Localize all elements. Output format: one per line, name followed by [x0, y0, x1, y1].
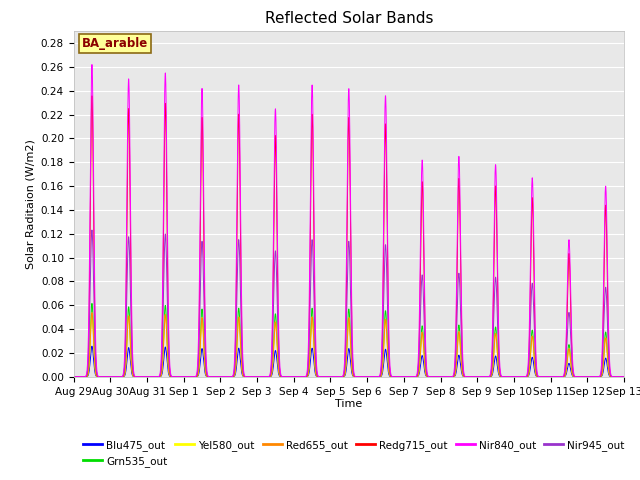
Y-axis label: Solar Raditaion (W/m2): Solar Raditaion (W/m2) [25, 139, 35, 269]
Title: Reflected Solar Bands: Reflected Solar Bands [264, 11, 433, 26]
Legend: Blu475_out, Grn535_out, Yel580_out, Red655_out, Redg715_out, Nir840_out, Nir945_: Blu475_out, Grn535_out, Yel580_out, Red6… [79, 435, 629, 471]
Text: BA_arable: BA_arable [82, 37, 148, 50]
X-axis label: Time: Time [335, 399, 362, 409]
